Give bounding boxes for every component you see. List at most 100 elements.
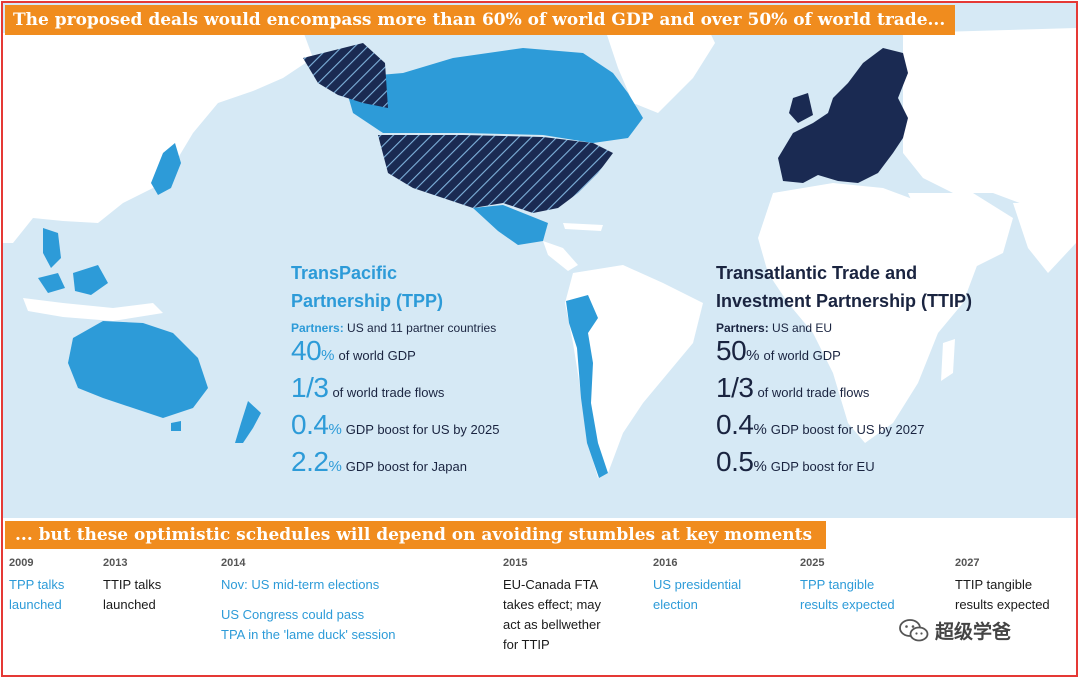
ttip-partners: Partners: US and EU (716, 321, 1036, 335)
timeline-year: 2025 (800, 557, 825, 569)
ttip-heading-line-1: Transatlantic Trade and (716, 263, 918, 283)
timeline-year: 2016 (653, 557, 678, 569)
caribbean-shape (563, 223, 603, 231)
alaska-shape (303, 43, 388, 108)
timeline-column: 2016 US presidential election (653, 557, 741, 615)
tpp-stat-value: 0.4 (291, 409, 329, 440)
middle-banner: ... but these optimistic schedules will … (5, 521, 827, 549)
tpp-stat-desc: of world GDP (338, 348, 416, 363)
timeline-column: 2025 TPP tangible results expected (800, 557, 895, 615)
world-map (3, 3, 1076, 518)
usa-shape (378, 135, 613, 213)
ttip-stat-value: 50 (716, 335, 747, 366)
timeline-event: TTIP talks launched (103, 577, 162, 612)
middle-east-shape (908, 193, 1013, 268)
tpp-stat-unit: % (321, 347, 335, 364)
australia-shape (68, 321, 208, 418)
timeline-year: 2027 (955, 557, 980, 569)
timeline: 2009 TPP talks launched 2013 TTIP talks lau… (3, 557, 1076, 675)
tpp-stat-desc: of world trade flows (332, 385, 445, 400)
timeline-event: TPP tangible results expected (800, 577, 895, 612)
ttip-heading: Transatlantic Trade and Investment Partn… (716, 259, 1036, 315)
ttip-stats: 50% of world GDP 1/3 of world trade flows … (716, 335, 1036, 483)
tpp-stat: 1/3 of world trade flows (291, 372, 591, 409)
ttip-stat-unit: % (753, 458, 767, 475)
mexico-shape (473, 205, 548, 245)
tpp-partners-label: Partners: (291, 321, 344, 335)
central-america-shape (543, 241, 578, 271)
timeline-event: US presidential election (653, 577, 742, 612)
watermark: 超级学爸 (899, 617, 1011, 644)
ttip-stat: 1/3 of world trade flows (716, 372, 1036, 409)
malaysia-shape (38, 273, 65, 293)
tpp-stats: 40% of world GDP 1/3 of world trade flows … (291, 335, 591, 483)
ttip-stat-value: 1/3 (716, 372, 754, 403)
timeline-column: 2015 EU-Canada FTA takes effect; may act … (503, 557, 601, 655)
tpp-heading-line-2: Partnership (TPP) (291, 291, 444, 311)
ttip-heading-line-2: Investment Partnership (TTIP) (716, 291, 973, 311)
tpp-stat-desc: GDP boost for Japan (345, 459, 467, 474)
timeline-year: 2013 (103, 557, 128, 569)
timeline-column: 2014 Nov: US mid-term elections US Congres… (221, 557, 396, 645)
peru-chile-shape (566, 295, 608, 478)
ttip-stat: 50% of world GDP (716, 335, 1036, 372)
eu-shape (778, 48, 908, 183)
indonesia-shape (23, 298, 163, 321)
tpp-block: TransPacific Partnership (TPP) Partners:… (291, 259, 591, 483)
tpp-stat-unit: % (328, 458, 342, 475)
canada-shape (343, 48, 643, 143)
ttip-partners-label: Partners: (716, 321, 769, 335)
greenland-shape (603, 18, 715, 113)
top-banner: The proposed deals would encompass more … (5, 5, 956, 35)
ttip-stat-unit: % (753, 421, 767, 438)
tpp-stat-value: 40 (291, 335, 322, 366)
ttip-block: Transatlantic Trade and Investment Partn… (716, 259, 1036, 483)
tpp-heading-line-1: TransPacific (291, 263, 398, 283)
tpp-stat-desc: GDP boost for US by 2025 (345, 422, 500, 437)
timeline-event: Nov: US mid-term elections (221, 577, 380, 592)
timeline-event: TPP talks launched (9, 577, 65, 612)
timeline-column: 2013 TTIP talks launched (103, 557, 161, 615)
uk-shape (789, 93, 813, 123)
ttip-stat-desc: of world trade flows (757, 385, 870, 400)
japan-shape (151, 143, 181, 195)
ttip-stat-desc: of world GDP (763, 348, 841, 363)
tpp-stat: 2.2% GDP boost for Japan (291, 446, 591, 483)
tpp-stat: 0.4% GDP boost for US by 2025 (291, 409, 591, 446)
ttip-stat-desc: GDP boost for US by 2027 (770, 422, 925, 437)
timeline-event: US Congress could pass TPA in the 'lame … (221, 607, 396, 642)
vietnam-shape (43, 228, 61, 268)
borneo-shape (73, 265, 108, 295)
india-shape (1013, 203, 1076, 273)
tpp-stat-unit: % (328, 421, 342, 438)
tasmania-shape (171, 421, 181, 431)
new-zealand-shape (235, 401, 261, 443)
ttip-stat-desc: GDP boost for EU (770, 459, 875, 474)
tpp-partners-value: US and 11 partner countries (347, 321, 497, 335)
timeline-column: 2009 TPP talks launched (9, 557, 64, 615)
ttip-stat: 0.5% GDP boost for EU (716, 446, 1036, 483)
world-map-svg (3, 18, 1076, 478)
ttip-partners-value: US and EU (772, 321, 833, 335)
ttip-stat-value: 0.4 (716, 409, 754, 440)
tpp-stat-value: 1/3 (291, 372, 329, 403)
south-america-shape (565, 265, 703, 478)
ttip-stat: 0.4% GDP boost for US by 2027 (716, 409, 1036, 446)
ttip-stat-value: 0.5 (716, 446, 754, 477)
wechat-icon (899, 618, 929, 641)
timeline-year: 2015 (503, 557, 528, 569)
asia-shape (3, 31, 313, 243)
africa-shape (758, 183, 978, 443)
timeline-year: 2009 (9, 557, 34, 569)
timeline-event: TTIP tangible results expected (955, 577, 1050, 612)
timeline-column: 2027 TTIP tangible results expected (955, 557, 1050, 615)
madagascar-shape (941, 339, 955, 381)
russia-shape (903, 28, 1076, 208)
tpp-stat-value: 2.2 (291, 446, 329, 477)
ttip-stat-unit: % (746, 347, 760, 364)
tpp-heading: TransPacific Partnership (TPP) (291, 259, 591, 315)
timeline-year: 2014 (221, 557, 246, 569)
tpp-partners: Partners: US and 11 partner countries (291, 321, 591, 335)
tpp-stat: 40% of world GDP (291, 335, 591, 372)
